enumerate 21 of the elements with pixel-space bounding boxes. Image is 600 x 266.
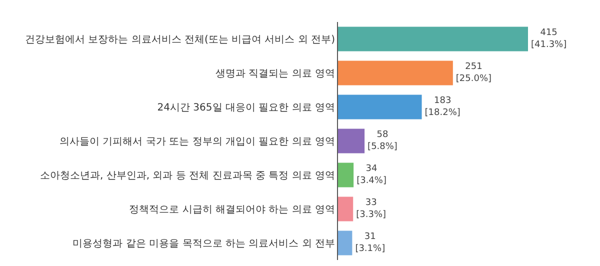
- bar: [338, 196, 354, 222]
- bar: [338, 230, 352, 256]
- bar: [338, 26, 528, 52]
- data-label: 251 [25.0%]: [456, 62, 492, 84]
- data-label: 183 [18.2%]: [424, 96, 460, 118]
- bar: [338, 162, 354, 188]
- y-tick-label: 생명과 직결되는 의료 영역: [215, 68, 335, 80]
- y-tick-label: 정책적으로 시급히 해결되어야 하는 의료 영역: [129, 204, 335, 216]
- bar: [338, 60, 453, 86]
- data-label: 415 [41.3%]: [531, 28, 567, 50]
- bar: [338, 94, 422, 120]
- y-tick-label: 건강보험에서 보장하는 의료서비스 전체(또는 비급여 서비스 외 전부): [24, 34, 336, 46]
- data-label: 58 [5.8%]: [368, 130, 398, 152]
- data-label: 33 [3.3%]: [356, 198, 386, 220]
- bar: [338, 128, 365, 154]
- y-tick-label: 미용성형과 같은 미용을 목적으로 하는 의료서비스 외 전부: [72, 238, 335, 250]
- y-tick-label: 소아청소년과, 산부인과, 외과 등 전체 진료과목 중 특정 의료 영역: [40, 170, 335, 182]
- y-tick-label: 의사들이 기피해서 국가 또는 정부의 개입이 필요한 의료 영역: [60, 136, 335, 148]
- data-label: 34 [3.4%]: [356, 164, 386, 186]
- data-label: 31 [3.1%]: [355, 232, 386, 254]
- y-tick-label: 24시간 365일 대응이 필요한 의료 영역: [157, 102, 335, 114]
